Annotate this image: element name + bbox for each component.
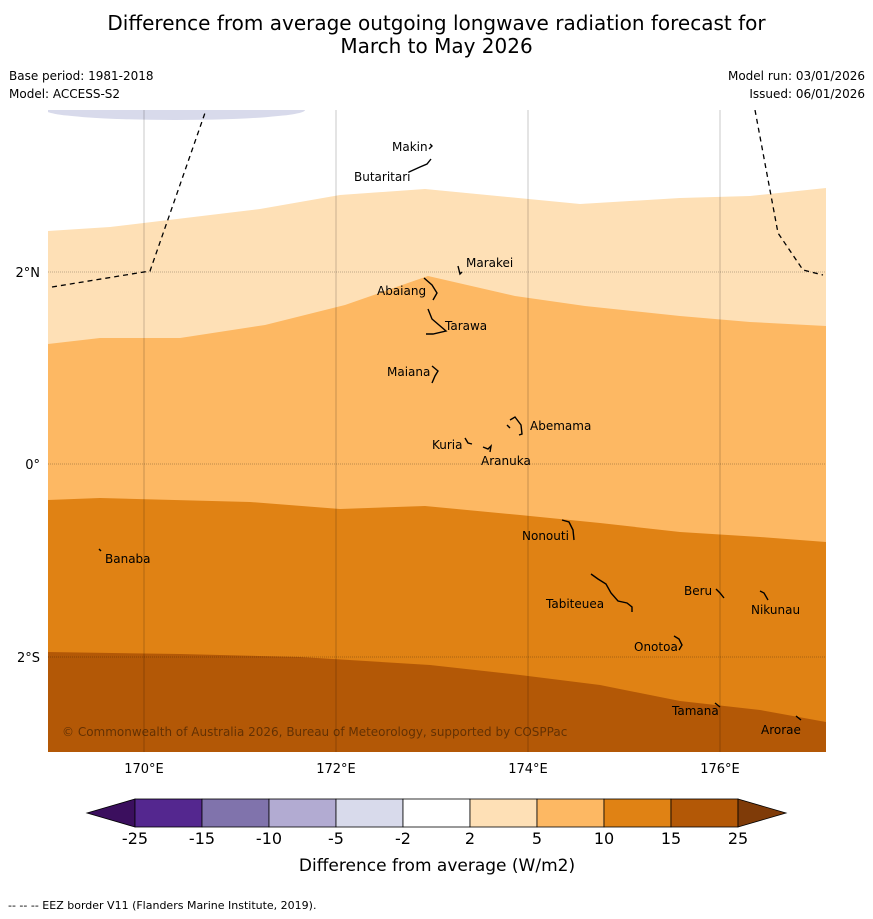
colorbar-tick-label: -5: [328, 829, 344, 848]
colorbar-tick-labels: -25 -15 -10 -5 -2 2 5 10 15 25: [122, 829, 748, 848]
eez-footnote: -- -- -- EEZ border V11 (Flanders Marine…: [8, 899, 317, 912]
lat-label-2s: 2°S: [17, 651, 40, 666]
colorbar-segment: [134, 798, 203, 828]
island-shape-abemama: [506, 416, 523, 436]
label-aranuka: Aranuka: [481, 454, 531, 468]
colorbar-tick-label: -2: [395, 829, 411, 848]
band-15-to-25: [48, 652, 826, 752]
colorbar-tick-label: 15: [661, 829, 681, 848]
island-shape-tamana: [714, 702, 721, 708]
label-maiana: Maiana: [387, 365, 430, 379]
label-kuria: Kuria: [432, 438, 463, 452]
label-tabiteuea: Tabiteuea: [545, 597, 604, 611]
colorbar-segment: [536, 798, 605, 828]
colorbar: [85, 798, 788, 828]
colorbar-segment: [603, 798, 672, 828]
colorbar-segment: [469, 798, 538, 828]
island-shape-nikunau: [759, 590, 769, 601]
title-line-2: March to May 2026: [340, 34, 533, 58]
island-shape-onotoa: [673, 635, 683, 651]
label-abaiang: Abaiang: [377, 284, 426, 298]
label-tamana: Tamana: [671, 704, 719, 718]
island-shape-aranuka: [482, 443, 493, 453]
issued-date: Issued: 06/01/2026: [749, 87, 865, 101]
graticule-lat: [48, 271, 826, 658]
colorbar-segment: [201, 798, 270, 828]
island-shape-marakei: [457, 265, 463, 276]
title-line-1: Difference from average outgoing longwav…: [107, 11, 766, 35]
map-area: Makin Butaritari Marakei Abaiang Tarawa …: [48, 110, 826, 752]
island-shape-makin: [428, 143, 433, 150]
colorbar-segment: [402, 798, 471, 828]
eez-border-east: [754, 110, 824, 276]
colorbar-segment: [670, 798, 739, 828]
label-tarawa: Tarawa: [444, 319, 487, 333]
copyright-text: © Commonwealth of Australia 2026, Bureau…: [62, 725, 567, 739]
label-nonouti: Nonouti: [522, 529, 569, 543]
label-beru: Beru: [684, 584, 712, 598]
colorbar-tick-label: 10: [594, 829, 614, 848]
island-shape-maiana: [431, 365, 439, 384]
eez-borders: [51, 110, 824, 288]
island-shape-arorae: [795, 715, 802, 721]
island-shape-beru: [715, 588, 725, 599]
lon-label-172: 172°E: [316, 762, 356, 777]
lon-axis-labels: 170°E 172°E 174°E 176°E: [124, 762, 740, 777]
label-arorae: Arorae: [761, 723, 801, 737]
label-onotoa: Onotoa: [634, 640, 678, 654]
model-name: Model: ACCESS-S2: [9, 87, 121, 101]
lat-label-2n: 2°N: [16, 266, 41, 281]
island-outlines: [98, 143, 802, 721]
colorbar-segment: [268, 798, 337, 828]
label-banaba: Banaba: [105, 552, 151, 566]
island-shape-butaritari: [408, 158, 432, 173]
lon-label-174: 174°E: [508, 762, 548, 777]
colorbar-tick-label: 2: [465, 829, 475, 848]
lon-label-170: 170°E: [124, 762, 164, 777]
colorbar-extend-high: [737, 798, 788, 828]
colorbar-segment: [335, 798, 404, 828]
label-marakei: Marakei: [466, 256, 513, 270]
lon-label-176: 176°E: [700, 762, 740, 777]
band-negative-patch: [48, 110, 305, 120]
island-shape-tarawa: [426, 308, 448, 335]
chart-title: Difference from average outgoing longwav…: [0, 12, 873, 58]
island-shape-nonouti: [561, 519, 575, 541]
island-labels: Makin Butaritari Marakei Abaiang Tarawa …: [105, 140, 801, 737]
eez-border-west: [51, 110, 207, 288]
colorbar-tick-label: -15: [189, 829, 215, 848]
colorbar-tick-label: 5: [532, 829, 542, 848]
label-butaritari: Butaritari: [354, 170, 411, 184]
label-abemama: Abemama: [530, 419, 591, 433]
colorbar-title: Difference from average (W/m2): [299, 856, 575, 876]
island-shape-abaiang: [423, 277, 438, 301]
model-run: Model run: 03/01/2026: [727, 69, 865, 83]
colorbar-tick-label: -10: [256, 829, 282, 848]
lat-axis-labels: 2°N 0° 2°S: [16, 266, 41, 666]
colorbar-tick-label: 25: [728, 829, 748, 848]
colorbar-tick-label: -25: [122, 829, 148, 848]
colorbar-extend-low: [85, 798, 136, 828]
island-shape-banaba: [98, 548, 102, 552]
graticule: [143, 110, 721, 752]
label-makin: Makin: [392, 140, 428, 154]
label-nikunau: Nikunau: [751, 603, 800, 617]
meta-left: Base period: 1981-2018 Model: ACCESS-S2: [9, 67, 154, 103]
lat-label-0: 0°: [25, 458, 40, 473]
meta-right: Model run: 03/01/2026 Issued: 06/01/2026: [728, 67, 865, 103]
island-shape-tabiteuea: [590, 573, 633, 612]
base-period: Base period: 1981-2018: [9, 69, 154, 83]
island-shape-kuria: [464, 437, 473, 445]
